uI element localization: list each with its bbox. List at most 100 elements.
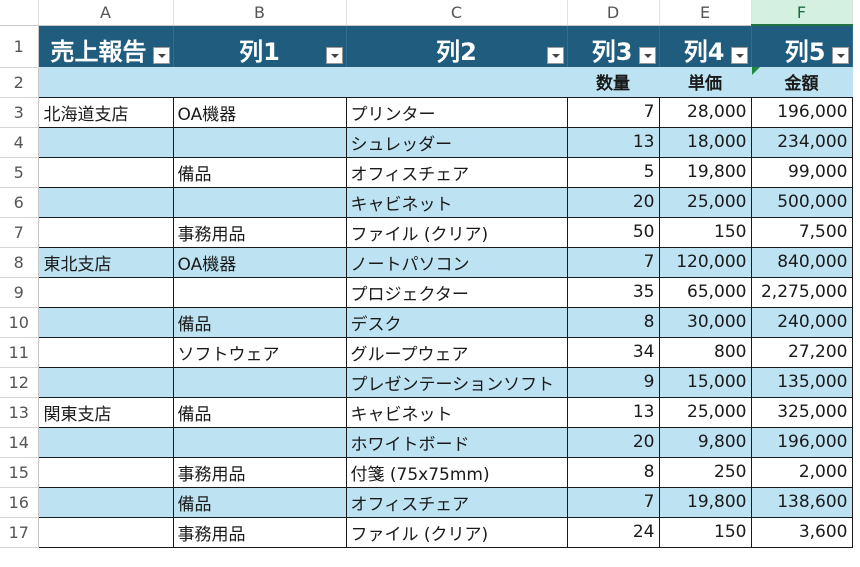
cell-category[interactable]: 事務用品 <box>173 217 347 248</box>
cell-item[interactable]: ノートパソコン <box>346 247 568 278</box>
subheader-cell-amount[interactable]: 金額 <box>751 67 853 98</box>
cell-unit-price[interactable]: 19,800 <box>659 487 752 518</box>
row-header[interactable]: 7 <box>0 217 39 248</box>
cell-quantity[interactable]: 50 <box>567 217 660 248</box>
row-header[interactable]: 2 <box>0 67 39 98</box>
cell-item[interactable]: オフィスチェア <box>346 157 568 188</box>
cell-item[interactable]: デスク <box>346 307 568 338</box>
filter-dropdown-icon[interactable] <box>730 47 748 64</box>
subheader-cell[interactable] <box>38 67 174 98</box>
cell-unit-price[interactable]: 120,000 <box>659 247 752 278</box>
row-header[interactable]: 3 <box>0 97 39 128</box>
cell-item[interactable]: プレゼンテーションソフト <box>346 367 568 398</box>
cell-quantity[interactable]: 35 <box>567 277 660 308</box>
cell-unit-price[interactable]: 65,000 <box>659 277 752 308</box>
cell-item[interactable]: オフィスチェア <box>346 487 568 518</box>
cell-unit-price[interactable]: 30,000 <box>659 307 752 338</box>
cell-branch[interactable] <box>38 127 174 158</box>
header-cell-col5[interactable]: 列5 <box>751 25 853 67</box>
subheader-cell-quantity[interactable]: 数量 <box>567 67 660 98</box>
cell-branch[interactable] <box>38 157 174 188</box>
cell-amount[interactable]: 240,000 <box>751 307 853 338</box>
cell-item[interactable]: キャビネット <box>346 187 568 218</box>
cell-quantity[interactable]: 9 <box>567 367 660 398</box>
cell-branch[interactable] <box>38 487 174 518</box>
cell-item[interactable]: 付箋 (75x75mm) <box>346 457 568 488</box>
row-header[interactable]: 11 <box>0 337 39 368</box>
row-header[interactable]: 5 <box>0 157 39 188</box>
cell-item[interactable]: グループウェア <box>346 337 568 368</box>
cell-category[interactable]: 事務用品 <box>173 517 347 548</box>
filter-dropdown-icon[interactable] <box>546 47 564 64</box>
cell-amount[interactable]: 7,500 <box>751 217 853 248</box>
cell-unit-price[interactable]: 18,000 <box>659 127 752 158</box>
row-header[interactable]: 12 <box>0 367 39 398</box>
cell-quantity[interactable]: 7 <box>567 487 660 518</box>
cell-unit-price[interactable]: 9,800 <box>659 427 752 458</box>
cell-amount[interactable]: 2,000 <box>751 457 853 488</box>
header-cell-col3[interactable]: 列3 <box>567 25 660 67</box>
cell-unit-price[interactable]: 25,000 <box>659 397 752 428</box>
cell-branch[interactable] <box>38 307 174 338</box>
cell-branch[interactable]: 東北支店 <box>38 247 174 278</box>
cell-item[interactable]: プリンター <box>346 97 568 128</box>
cell-unit-price[interactable]: 15,000 <box>659 367 752 398</box>
header-cell-col2[interactable]: 列2 <box>346 25 568 67</box>
column-header-b[interactable]: B <box>173 0 347 26</box>
cell-unit-price[interactable]: 250 <box>659 457 752 488</box>
subheader-cell[interactable] <box>173 67 347 98</box>
cell-category[interactable]: OA機器 <box>173 247 347 278</box>
cell-quantity[interactable]: 8 <box>567 307 660 338</box>
row-header[interactable]: 13 <box>0 397 39 428</box>
cell-branch[interactable] <box>38 217 174 248</box>
cell-branch[interactable] <box>38 457 174 488</box>
cell-unit-price[interactable]: 19,800 <box>659 157 752 188</box>
cell-branch[interactable] <box>38 427 174 458</box>
cell-amount[interactable]: 135,000 <box>751 367 853 398</box>
cell-amount[interactable]: 138,600 <box>751 487 853 518</box>
cell-unit-price[interactable]: 150 <box>659 217 752 248</box>
cell-amount[interactable]: 325,000 <box>751 397 853 428</box>
cell-category[interactable]: OA機器 <box>173 97 347 128</box>
cell-amount[interactable]: 196,000 <box>751 97 853 128</box>
cell-unit-price[interactable]: 150 <box>659 517 752 548</box>
header-cell-col1[interactable]: 列1 <box>173 25 347 67</box>
filter-dropdown-icon[interactable] <box>325 47 343 64</box>
cell-category[interactable]: 事務用品 <box>173 457 347 488</box>
column-header-a[interactable]: A <box>38 0 174 26</box>
cell-amount[interactable]: 99,000 <box>751 157 853 188</box>
cell-quantity[interactable]: 5 <box>567 157 660 188</box>
column-header-c[interactable]: C <box>346 0 568 26</box>
cell-unit-price[interactable]: 25,000 <box>659 187 752 218</box>
row-header[interactable]: 14 <box>0 427 39 458</box>
cell-category[interactable]: 備品 <box>173 307 347 338</box>
subheader-cell[interactable] <box>346 67 568 98</box>
cell-quantity[interactable]: 7 <box>567 247 660 278</box>
filter-dropdown-icon[interactable] <box>152 47 170 64</box>
cell-quantity[interactable]: 34 <box>567 337 660 368</box>
cell-quantity[interactable]: 13 <box>567 127 660 158</box>
cell-item[interactable]: ファイル (クリア) <box>346 517 568 548</box>
cell-category[interactable] <box>173 367 347 398</box>
cell-unit-price[interactable]: 800 <box>659 337 752 368</box>
cell-quantity[interactable]: 20 <box>567 187 660 218</box>
row-header[interactable]: 9 <box>0 277 39 308</box>
cell-branch[interactable]: 北海道支店 <box>38 97 174 128</box>
select-all-corner[interactable] <box>0 0 39 26</box>
cell-amount[interactable]: 840,000 <box>751 247 853 278</box>
filter-dropdown-icon[interactable] <box>831 47 849 64</box>
cell-quantity[interactable]: 20 <box>567 427 660 458</box>
cell-item[interactable]: シュレッダー <box>346 127 568 158</box>
cell-branch[interactable] <box>38 367 174 398</box>
cell-amount[interactable]: 500,000 <box>751 187 853 218</box>
column-header-e[interactable]: E <box>659 0 752 26</box>
row-header[interactable]: 10 <box>0 307 39 338</box>
cell-branch[interactable]: 関東支店 <box>38 397 174 428</box>
row-header[interactable]: 6 <box>0 187 39 218</box>
cell-branch[interactable] <box>38 337 174 368</box>
cell-category[interactable]: 備品 <box>173 157 347 188</box>
cell-category[interactable] <box>173 277 347 308</box>
subheader-cell-unit-price[interactable]: 単価 <box>659 67 752 98</box>
cell-category[interactable] <box>173 427 347 458</box>
cell-amount[interactable]: 234,000 <box>751 127 853 158</box>
